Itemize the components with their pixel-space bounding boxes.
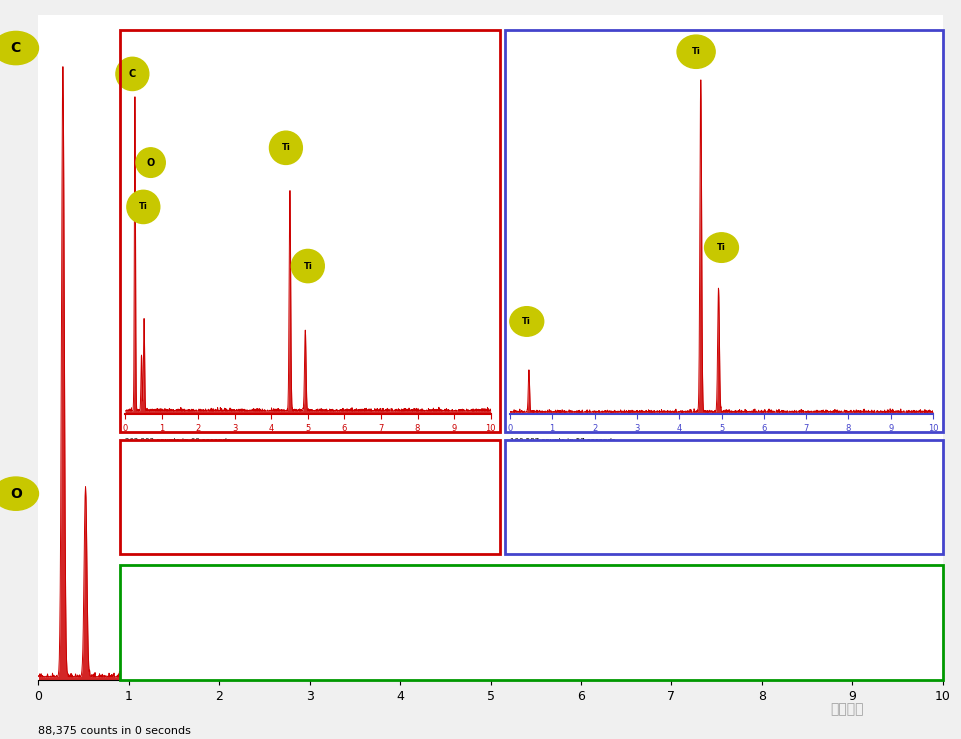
Circle shape <box>291 249 324 282</box>
Text: 88,375 counts in 0 seconds: 88,375 counts in 0 seconds <box>38 726 191 737</box>
Text: #1: EDS Signals of core
material (titanium): #1: EDS Signals of core material (titani… <box>616 465 829 503</box>
Circle shape <box>269 131 302 164</box>
Circle shape <box>703 233 738 262</box>
Text: #1: #1 <box>258 638 284 655</box>
Text: #2: EDS Signals of organic
material + background: #2: EDS Signals of organic material + ba… <box>189 465 430 503</box>
Circle shape <box>509 307 543 336</box>
Text: signals (: signals ( <box>135 638 210 655</box>
Text: C: C <box>129 69 136 79</box>
Circle shape <box>115 58 149 91</box>
Text: Ti: Ti <box>138 202 148 211</box>
Text: Ti: Ti <box>522 317 530 326</box>
Text: 飞纳电镜: 飞纳电镜 <box>829 703 862 716</box>
Text: 100,587 counts in 57 seconds: 100,587 counts in 57 seconds <box>509 438 615 444</box>
Text: ): ) <box>704 638 711 655</box>
Text: Ti: Ti <box>691 47 700 56</box>
Circle shape <box>127 190 160 223</box>
Circle shape <box>0 31 38 64</box>
Text: O: O <box>146 157 155 168</box>
Text: Ti: Ti <box>282 143 290 152</box>
Text: ) subtracted from the spot measurement (: ) subtracted from the spot measurement ( <box>284 638 666 655</box>
Circle shape <box>136 148 165 177</box>
Circle shape <box>0 477 38 510</box>
Text: Differential measurement: Background (core material): Differential measurement: Background (co… <box>135 605 626 622</box>
Text: 262,903 counts in 60 seconds: 262,903 counts in 60 seconds <box>125 438 231 444</box>
Text: O: O <box>10 487 22 500</box>
Circle shape <box>677 35 714 69</box>
Text: #2: #2 <box>676 638 702 655</box>
Text: Ti: Ti <box>303 262 312 270</box>
Text: C: C <box>11 41 21 55</box>
Text: Ti: Ti <box>716 243 726 252</box>
